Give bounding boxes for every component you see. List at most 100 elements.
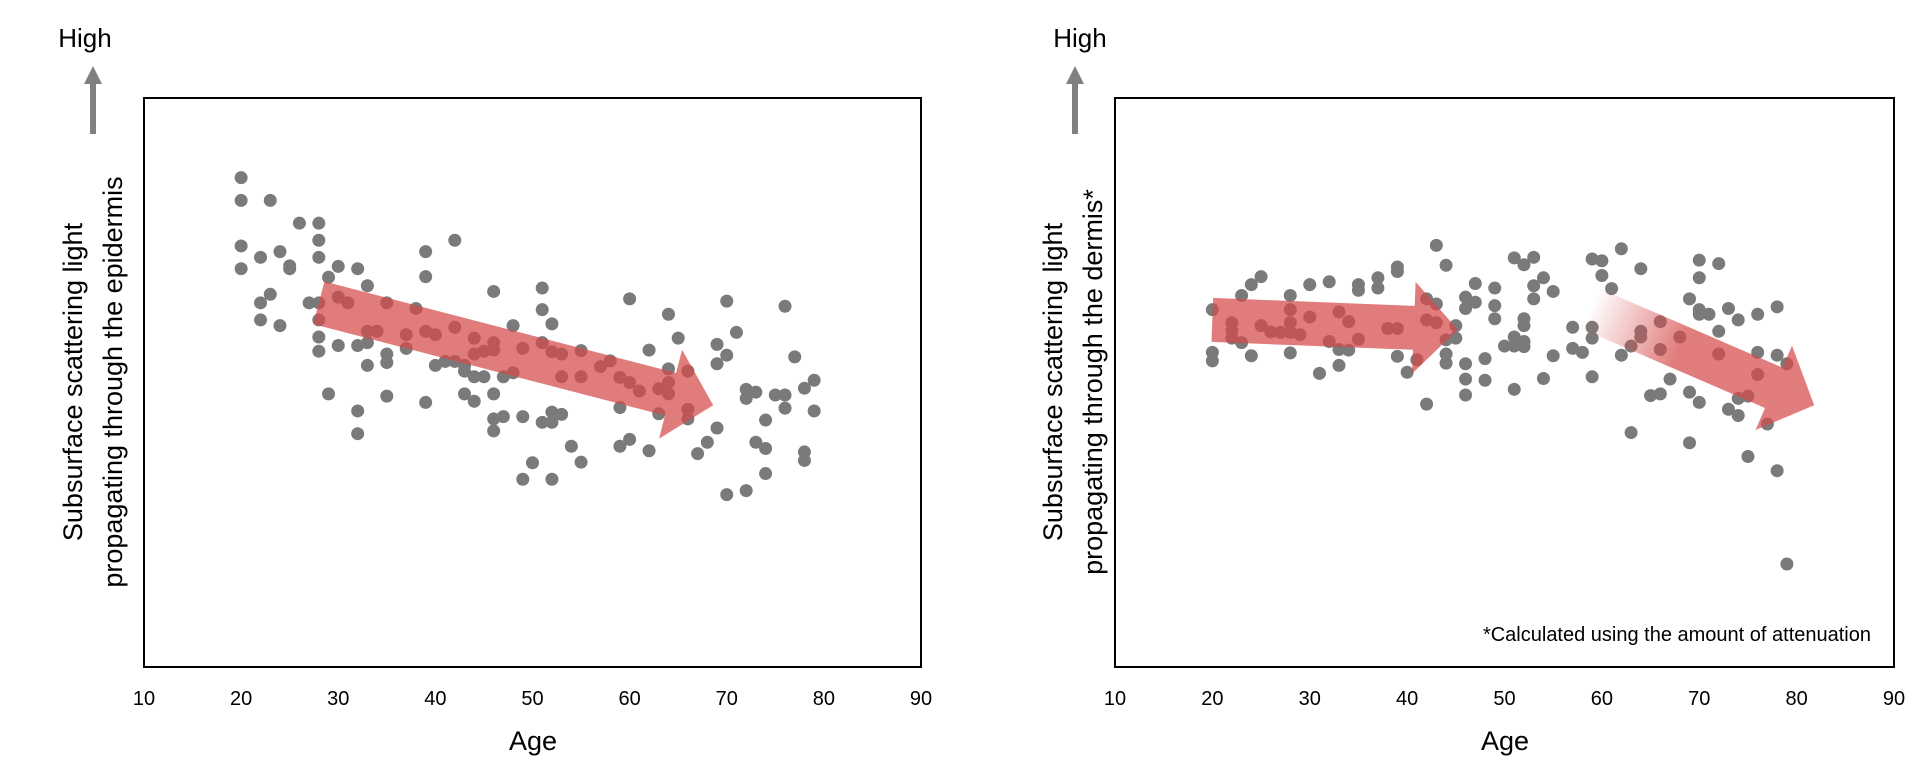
x-tick-label: 60 — [619, 688, 641, 710]
data-point — [234, 262, 248, 276]
data-point — [477, 370, 491, 384]
data-point — [458, 387, 472, 401]
data-point — [1517, 340, 1531, 354]
data-point — [1566, 320, 1580, 334]
data-point — [448, 233, 462, 247]
scatter-panel-1: 10 20 30 40 50 60 70 80 90 — [1066, 66, 1905, 710]
data-point — [1575, 345, 1589, 359]
data-point — [1205, 354, 1219, 368]
x-tick-label: 70 — [716, 688, 738, 710]
data-point — [312, 233, 326, 247]
data-point — [720, 488, 734, 502]
data-point — [380, 389, 394, 403]
x-tick-label: 10 — [133, 688, 155, 710]
data-point — [351, 262, 365, 276]
y-axis-label-line2: propagating through the epidermis — [98, 176, 128, 587]
data-point — [1488, 299, 1502, 313]
data-point — [739, 391, 753, 405]
x-tick-label: 90 — [1883, 688, 1905, 710]
data-point — [768, 388, 782, 402]
data-point — [545, 405, 559, 419]
footnote: *Calculated using the amount of attenuat… — [1483, 624, 1871, 646]
data-point — [1702, 307, 1716, 321]
panel-epidermis: High Age Subsurface scattering light pro… — [58, 23, 557, 756]
data-point — [1449, 331, 1463, 345]
data-point — [1692, 271, 1706, 285]
data-point — [419, 270, 433, 284]
data-point — [254, 313, 268, 327]
data-point — [545, 415, 559, 429]
data-point — [1546, 349, 1560, 363]
data-point — [1527, 279, 1541, 293]
x-tick-label: 10 — [1104, 688, 1126, 710]
data-point — [1634, 262, 1648, 276]
data-point — [1780, 557, 1794, 571]
data-point — [351, 427, 365, 441]
data-point — [1332, 358, 1346, 372]
data-point — [535, 415, 549, 429]
data-point — [1507, 330, 1521, 344]
data-point — [1566, 341, 1580, 355]
data-point — [1644, 389, 1658, 403]
data-point — [419, 245, 433, 259]
data-point — [496, 410, 510, 424]
data-point — [1527, 250, 1541, 264]
data-point — [1536, 372, 1550, 386]
data-point — [322, 270, 336, 284]
data-point — [1507, 251, 1521, 265]
data-point — [1283, 288, 1297, 302]
data-point — [778, 401, 792, 415]
data-point — [1439, 258, 1453, 272]
data-point — [1459, 388, 1473, 402]
data-point — [710, 337, 724, 351]
data-point — [720, 294, 734, 308]
data-point — [467, 394, 481, 408]
data-point — [574, 455, 588, 469]
data-point — [234, 193, 248, 207]
data-point — [1244, 349, 1258, 363]
x-tick-label: 40 — [424, 688, 446, 710]
x-tick-label: 30 — [1299, 688, 1321, 710]
data-point — [691, 447, 705, 461]
data-point — [1478, 352, 1492, 366]
x-tick-label: 80 — [1786, 688, 1808, 710]
data-point — [1721, 402, 1735, 416]
x-axis-label: Age — [1481, 726, 1529, 756]
data-point — [710, 357, 724, 371]
data-point — [1536, 271, 1550, 285]
data-point — [1692, 307, 1706, 321]
data-point — [428, 358, 442, 372]
data-point — [1459, 302, 1473, 316]
data-point — [1683, 436, 1697, 450]
data-point — [302, 296, 316, 310]
data-point — [292, 216, 306, 230]
data-point — [1429, 238, 1443, 252]
data-point — [623, 432, 637, 446]
data-point — [1390, 349, 1404, 363]
data-point — [1235, 288, 1249, 302]
data-point — [1624, 426, 1638, 440]
data-point — [778, 299, 792, 313]
data-point — [1468, 276, 1482, 290]
data-point — [1371, 281, 1385, 295]
x-tick-label: 90 — [910, 688, 932, 710]
data-point — [778, 388, 792, 402]
data-point — [1692, 395, 1706, 409]
data-point — [613, 439, 627, 453]
data-point — [1692, 253, 1706, 267]
data-point — [1517, 319, 1531, 333]
data-point — [1731, 409, 1745, 423]
y-axis-label-line1: Subsurface scattering light — [58, 222, 88, 541]
data-point — [1712, 324, 1726, 338]
data-point — [1683, 292, 1697, 306]
high-label: High — [58, 23, 111, 53]
data-point — [1527, 292, 1541, 306]
data-point — [1283, 346, 1297, 360]
x-tick-label: 40 — [1396, 688, 1418, 710]
data-point — [1770, 464, 1784, 478]
data-point — [1468, 295, 1482, 309]
data-point — [1322, 275, 1336, 289]
data-point — [312, 216, 326, 230]
data-point — [729, 325, 743, 339]
data-point — [1478, 373, 1492, 387]
